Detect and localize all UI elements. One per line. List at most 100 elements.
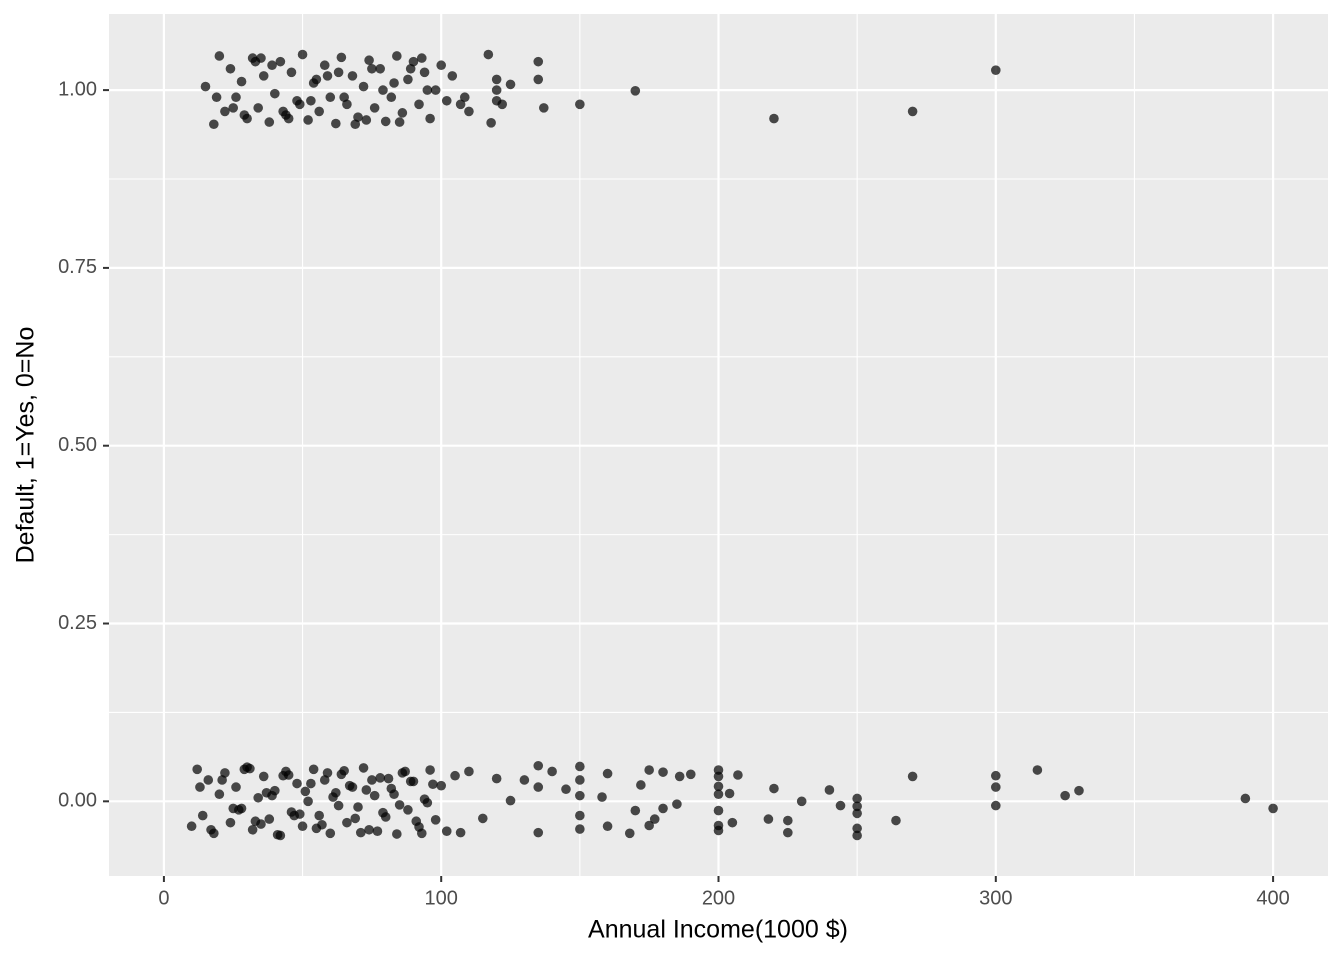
y-axis-title: Default, 1=Yes, 0=No bbox=[12, 327, 40, 564]
point bbox=[322, 71, 333, 81]
point bbox=[416, 828, 427, 839]
point bbox=[211, 92, 222, 103]
point bbox=[455, 99, 466, 110]
point bbox=[380, 116, 391, 127]
point bbox=[225, 63, 236, 74]
point bbox=[464, 766, 474, 777]
point bbox=[378, 807, 388, 818]
point bbox=[447, 71, 458, 81]
point bbox=[644, 820, 654, 831]
point bbox=[602, 768, 613, 779]
point bbox=[225, 817, 236, 828]
point bbox=[258, 771, 269, 782]
point bbox=[416, 53, 427, 63]
point bbox=[231, 92, 241, 103]
point bbox=[378, 85, 388, 95]
point bbox=[575, 810, 585, 821]
point bbox=[358, 763, 369, 773]
point bbox=[824, 785, 835, 795]
point bbox=[533, 827, 544, 838]
point bbox=[658, 803, 668, 814]
point bbox=[486, 118, 496, 128]
point bbox=[264, 117, 275, 127]
point bbox=[491, 74, 502, 85]
point bbox=[228, 103, 239, 113]
point bbox=[1240, 793, 1251, 804]
point bbox=[425, 113, 435, 124]
point bbox=[455, 827, 466, 838]
point bbox=[491, 773, 502, 784]
point bbox=[236, 76, 247, 87]
point bbox=[239, 110, 250, 120]
point bbox=[597, 792, 607, 802]
axes: 0 100 200 300 400 0.00 0.25 0.50 0.75 1.00 bbox=[58, 78, 1290, 909]
point bbox=[256, 819, 266, 829]
point bbox=[278, 770, 288, 781]
point bbox=[311, 74, 322, 85]
point bbox=[319, 60, 330, 71]
point bbox=[297, 821, 308, 832]
point bbox=[383, 773, 394, 784]
point bbox=[245, 763, 255, 774]
x-tick-label: 300 bbox=[979, 887, 1012, 909]
point bbox=[1032, 765, 1043, 775]
point bbox=[214, 51, 225, 61]
y-tick-label: 0.50 bbox=[58, 434, 97, 456]
point bbox=[339, 92, 349, 103]
point bbox=[364, 55, 374, 66]
point bbox=[533, 760, 544, 771]
point bbox=[303, 115, 313, 125]
x-tick-label: 100 bbox=[425, 887, 458, 909]
point bbox=[392, 51, 402, 61]
point bbox=[200, 81, 211, 92]
point bbox=[428, 779, 438, 790]
point bbox=[636, 780, 646, 790]
point bbox=[575, 775, 585, 785]
point bbox=[852, 823, 862, 834]
point bbox=[272, 829, 283, 840]
point bbox=[264, 814, 275, 824]
y-tick-label: 0.75 bbox=[58, 256, 97, 278]
point bbox=[353, 802, 363, 812]
point bbox=[267, 60, 277, 71]
point bbox=[283, 113, 294, 124]
point bbox=[891, 815, 901, 826]
point bbox=[344, 780, 355, 791]
point bbox=[1268, 803, 1278, 814]
point bbox=[250, 56, 261, 67]
point bbox=[328, 792, 338, 802]
point bbox=[331, 118, 341, 129]
point bbox=[547, 766, 557, 777]
point bbox=[306, 778, 316, 789]
point bbox=[649, 814, 660, 824]
point bbox=[907, 106, 918, 117]
point bbox=[436, 780, 447, 791]
point bbox=[533, 74, 544, 85]
point bbox=[361, 785, 372, 795]
point bbox=[292, 778, 302, 789]
point bbox=[630, 86, 641, 96]
point bbox=[575, 99, 585, 110]
y-tick-label: 1.00 bbox=[58, 78, 97, 100]
point bbox=[575, 824, 585, 834]
point bbox=[197, 810, 208, 821]
point bbox=[713, 771, 724, 782]
point bbox=[602, 821, 613, 832]
point bbox=[575, 790, 585, 801]
point bbox=[713, 825, 724, 836]
point bbox=[306, 95, 316, 106]
point bbox=[441, 826, 452, 836]
point bbox=[1060, 790, 1070, 801]
points bbox=[186, 49, 1278, 841]
point bbox=[311, 823, 322, 834]
point bbox=[355, 827, 366, 838]
point bbox=[278, 106, 288, 117]
point bbox=[289, 810, 300, 821]
point bbox=[389, 789, 399, 800]
point bbox=[220, 106, 230, 117]
point bbox=[394, 800, 405, 810]
point bbox=[347, 71, 358, 81]
point bbox=[369, 790, 380, 801]
